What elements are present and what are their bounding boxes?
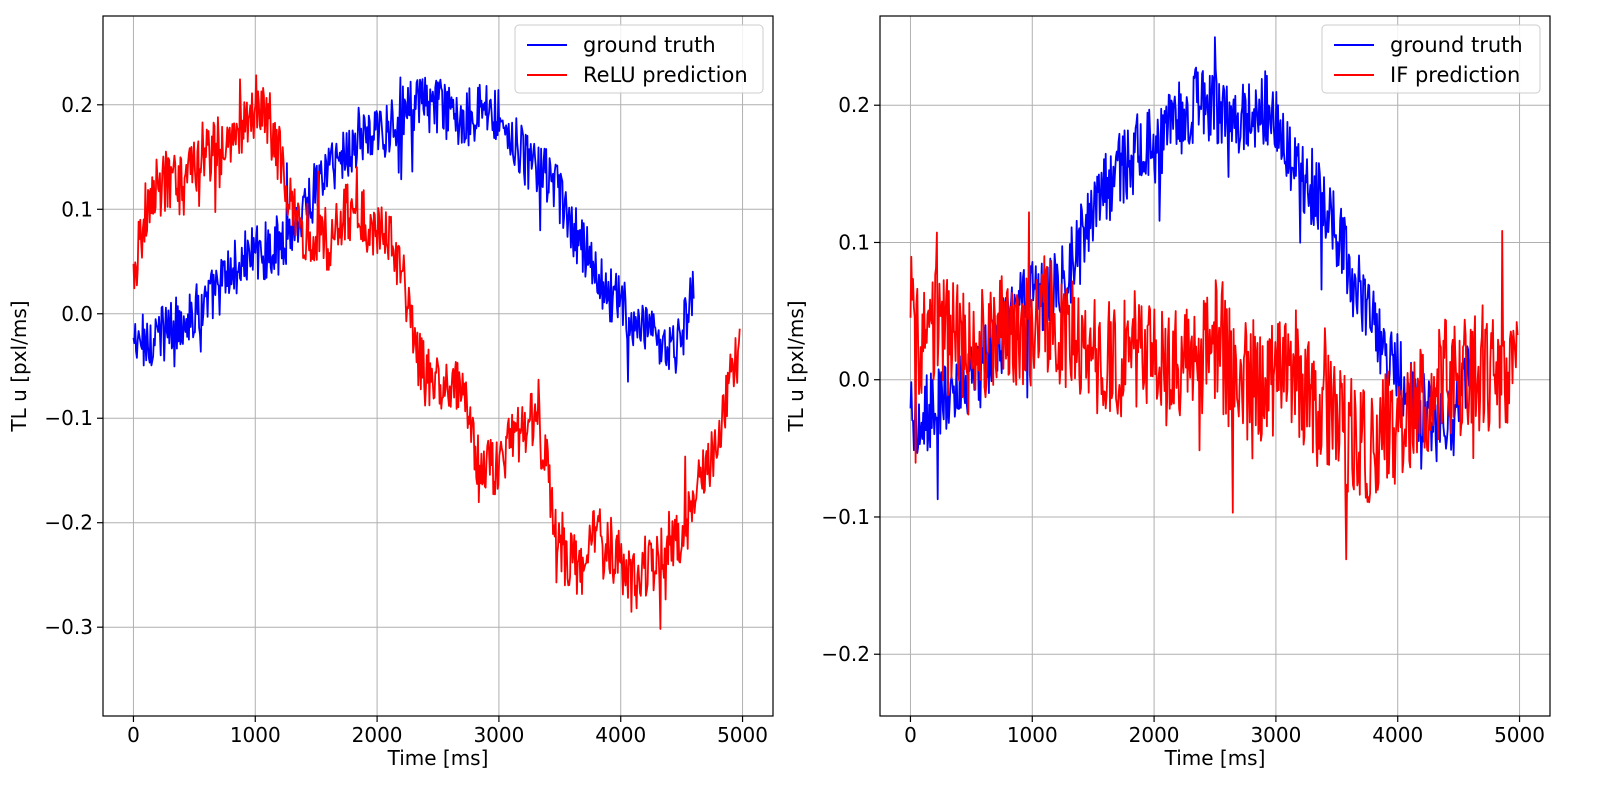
y-tick-label: 0.1 <box>61 197 93 221</box>
x-tick-label: 5000 <box>1494 723 1545 747</box>
x-tick-label: 5000 <box>717 723 768 747</box>
y-tick-label: 0.1 <box>838 230 870 254</box>
legend: ground truth ReLU prediction <box>514 24 764 94</box>
x-tick-label: 1000 <box>230 723 281 747</box>
y-tick-label: 0.2 <box>61 93 93 117</box>
legend-label: ground truth <box>583 33 716 57</box>
x-tick-label: 2000 <box>352 723 403 747</box>
y-tick-label: −0.1 <box>44 406 93 430</box>
left-chart-panel: 0 1000 2000 3000 4000 5000 −0.3 −0.2 −0.1 0.0 0.1 0… <box>7 15 774 770</box>
series-group <box>909 36 1519 561</box>
legend-label: ReLU prediction <box>583 63 748 87</box>
y-tick-label: −0.2 <box>44 511 93 535</box>
legend-label: IF prediction <box>1390 63 1520 87</box>
series-line-prediction <box>909 211 1519 561</box>
right-chart-panel: 0 1000 2000 3000 4000 5000 −0.2 −0.1 0.0 0.1 0.2 Ti… <box>784 15 1551 770</box>
legend-label: ground truth <box>1390 33 1523 57</box>
y-tick-label: −0.3 <box>44 615 93 639</box>
x-tick-label: 3000 <box>1250 723 1301 747</box>
x-tick-label: 0 <box>904 723 917 747</box>
legend: ground truth IF prediction <box>1321 24 1541 94</box>
series-line-prediction <box>132 74 741 630</box>
y-tick-label: −0.2 <box>821 642 870 666</box>
y-tick-label: 0.0 <box>838 368 870 392</box>
y-axis-label: TL u [pxl/ms] <box>7 300 31 432</box>
legend-box <box>514 24 764 94</box>
axes-frame <box>102 15 774 717</box>
series-line-ground-truth <box>132 76 695 383</box>
x-tick-label: 1000 <box>1007 723 1058 747</box>
axes-frame <box>879 15 1551 717</box>
legend-box <box>1321 24 1541 94</box>
x-tick-label: 0 <box>127 723 140 747</box>
y-tick-label: 0.0 <box>61 302 93 326</box>
x-tick-label: 3000 <box>473 723 524 747</box>
y-axis-label: TL u [pxl/ms] <box>784 300 808 432</box>
x-axis-label: Time [ms] <box>1164 746 1266 770</box>
y-tick-label: 0.2 <box>838 93 870 117</box>
grid <box>880 16 1550 716</box>
x-axis-label: Time [ms] <box>387 746 489 770</box>
series-group <box>132 74 741 630</box>
y-tick-label: −0.1 <box>821 505 870 529</box>
x-tick-label: 4000 <box>1372 723 1423 747</box>
x-tick-label: 2000 <box>1129 723 1180 747</box>
x-tick-label: 4000 <box>595 723 646 747</box>
